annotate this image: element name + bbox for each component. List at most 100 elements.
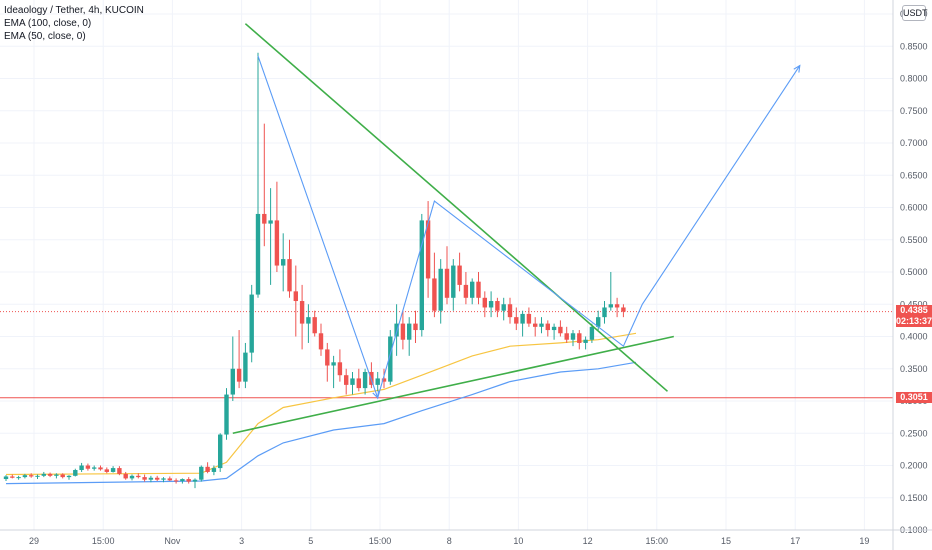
candle[interactable]	[463, 272, 469, 305]
candle[interactable]	[10, 474, 15, 479]
candle[interactable]	[29, 473, 34, 478]
candle[interactable]	[22, 473, 28, 479]
candle[interactable]	[413, 310, 418, 343]
candle[interactable]	[425, 201, 431, 298]
candle[interactable]	[306, 304, 311, 343]
candle[interactable]	[394, 304, 399, 356]
candle[interactable]	[318, 323, 324, 356]
candle[interactable]	[526, 307, 532, 327]
candle[interactable]	[186, 477, 191, 484]
candle[interactable]	[331, 355, 336, 389]
candle[interactable]	[110, 466, 116, 473]
candle[interactable]	[60, 473, 65, 479]
drawings[interactable]	[232, 23, 801, 435]
candle[interactable]	[482, 291, 487, 318]
candle[interactable]	[293, 265, 298, 337]
candle[interactable]	[243, 342, 248, 389]
candle[interactable]	[514, 307, 519, 331]
candle[interactable]	[419, 213, 424, 337]
candle[interactable]	[621, 304, 626, 318]
candle[interactable]	[602, 301, 607, 324]
candle[interactable]	[155, 475, 160, 481]
candle[interactable]	[117, 466, 122, 476]
candle[interactable]	[35, 474, 40, 480]
candle[interactable]	[129, 474, 135, 481]
candle[interactable]	[54, 473, 59, 479]
candle[interactable]	[344, 368, 349, 395]
candle[interactable]	[287, 239, 292, 298]
candles[interactable]	[3, 52, 626, 489]
candle[interactable]	[558, 320, 563, 337]
candle[interactable]	[148, 475, 154, 483]
candle[interactable]	[539, 317, 544, 334]
candle[interactable]	[501, 297, 506, 321]
candle[interactable]	[161, 477, 166, 483]
candle[interactable]	[123, 471, 128, 480]
candle[interactable]	[583, 336, 588, 350]
candle[interactable]	[507, 297, 513, 324]
candle[interactable]	[205, 462, 210, 474]
candle[interactable]	[3, 475, 9, 481]
candle[interactable]	[255, 52, 261, 298]
candle[interactable]	[199, 465, 204, 482]
arrowhead-end[interactable]	[793, 64, 801, 73]
candle[interactable]	[457, 252, 462, 292]
candle[interactable]	[533, 317, 538, 337]
candle[interactable]	[432, 252, 437, 318]
projection-path[interactable]	[257, 55, 801, 400]
candle[interactable]	[16, 475, 21, 480]
candle[interactable]	[41, 471, 46, 478]
candle[interactable]	[262, 123, 267, 247]
candle[interactable]	[608, 272, 613, 311]
candle[interactable]	[488, 291, 494, 318]
candle[interactable]	[73, 468, 78, 477]
candle[interactable]	[337, 349, 343, 382]
candle[interactable]	[388, 330, 393, 385]
candle[interactable]	[444, 246, 450, 305]
candle[interactable]	[325, 342, 330, 382]
candle[interactable]	[281, 233, 286, 292]
candle[interactable]	[218, 433, 223, 472]
candle[interactable]	[142, 474, 147, 482]
candle[interactable]	[551, 323, 557, 340]
candle[interactable]	[520, 310, 525, 337]
candle[interactable]	[47, 472, 53, 478]
candle[interactable]	[236, 330, 242, 389]
candle[interactable]	[577, 330, 582, 350]
candle[interactable]	[356, 368, 361, 392]
candle[interactable]	[564, 326, 569, 343]
arrowhead-start[interactable]	[372, 390, 380, 399]
candle[interactable]	[451, 259, 456, 311]
candle[interactable]	[104, 467, 109, 474]
candle[interactable]	[350, 371, 355, 395]
candle[interactable]	[400, 310, 406, 350]
trendline[interactable]	[244, 23, 669, 392]
candle[interactable]	[98, 465, 103, 471]
candle[interactable]	[180, 478, 185, 484]
candle[interactable]	[299, 284, 305, 350]
candle[interactable]	[268, 188, 273, 285]
candle[interactable]	[545, 320, 550, 337]
candle[interactable]	[85, 463, 91, 471]
candle[interactable]	[211, 465, 217, 476]
trendline[interactable]	[232, 335, 674, 435]
candle[interactable]	[79, 462, 84, 472]
candle[interactable]	[66, 475, 72, 480]
candle[interactable]	[92, 465, 97, 471]
candle[interactable]	[375, 371, 380, 392]
candle[interactable]	[495, 297, 500, 318]
candle[interactable]	[192, 478, 198, 489]
candle[interactable]	[438, 259, 443, 324]
candle[interactable]	[274, 181, 280, 272]
candle[interactable]	[614, 297, 620, 318]
candle[interactable]	[249, 284, 254, 363]
indicator-ema50[interactable]: EMA (50, close, 0)	[4, 31, 86, 42]
candle[interactable]	[136, 473, 141, 479]
candle[interactable]	[570, 330, 576, 347]
candle[interactable]	[470, 278, 475, 305]
candle[interactable]	[312, 310, 317, 337]
candle[interactable]	[224, 388, 229, 440]
candle[interactable]	[589, 323, 595, 343]
currency-button[interactable]: USDT	[902, 5, 928, 21]
